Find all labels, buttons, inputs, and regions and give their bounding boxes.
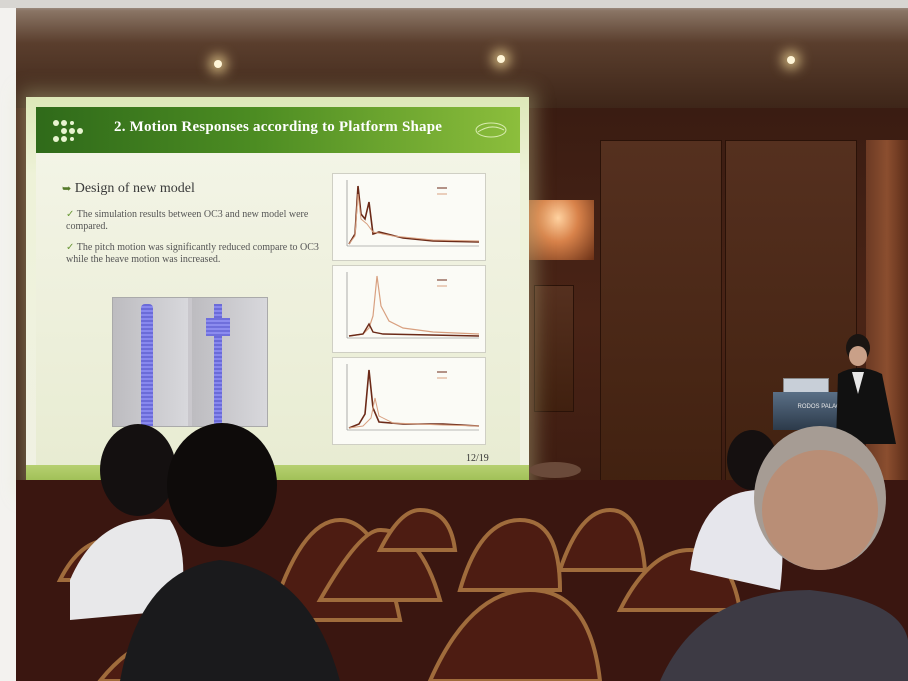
slide-title: 2. Motion Responses according to Platfor… bbox=[114, 119, 443, 135]
arrow-bullet-icon: ➥ bbox=[62, 183, 72, 195]
plot-graphic bbox=[346, 180, 480, 247]
ceiling-light bbox=[497, 55, 505, 63]
new-model-spar bbox=[214, 304, 222, 426]
slide-bullet-text: The pitch motion was significantly reduc… bbox=[66, 242, 319, 265]
platform-model-figure bbox=[112, 297, 268, 427]
checkmark-icon: ✓ bbox=[66, 242, 75, 253]
arrow-dots-icon bbox=[53, 120, 83, 142]
top-strip bbox=[0, 0, 908, 8]
presenter-figure bbox=[836, 334, 896, 444]
slide-page-number: 12/19 bbox=[466, 453, 489, 464]
plot-graphic bbox=[346, 272, 480, 339]
slide-bullet-text: The simulation results between OC3 and n… bbox=[66, 209, 309, 232]
response-plot-surge bbox=[332, 173, 486, 261]
ceiling bbox=[0, 0, 908, 108]
slide-heading-text: Design of new model bbox=[74, 181, 195, 196]
audience-and-chairs bbox=[16, 423, 908, 681]
slide-bullet: ✓ The pitch motion was significantly red… bbox=[66, 242, 336, 266]
left-border bbox=[0, 8, 16, 681]
mirror-reflection bbox=[522, 200, 594, 260]
checkmark-icon: ✓ bbox=[66, 209, 75, 220]
plot-graphic bbox=[346, 364, 480, 431]
podium-label: RODOS PALACE bbox=[797, 404, 845, 410]
new-model-heave-plate bbox=[206, 318, 230, 336]
oc3-spar-cylinder bbox=[141, 304, 153, 426]
response-plot-pitch bbox=[332, 357, 486, 445]
projection-screen: 2. Motion Responses according to Platfor… bbox=[26, 97, 529, 489]
response-plot-heave bbox=[332, 265, 486, 353]
slide-bullet: ✓ The simulation results between OC3 and… bbox=[66, 209, 336, 233]
banner bbox=[534, 285, 574, 412]
audience-heads bbox=[70, 423, 908, 681]
wall-panel bbox=[600, 140, 722, 512]
ceiling-light bbox=[787, 56, 795, 64]
slide-header: 2. Motion Responses according to Platfor… bbox=[36, 107, 520, 153]
ceiling-light bbox=[214, 60, 222, 68]
slide-heading: ➥ Design of new model bbox=[62, 181, 195, 197]
institution-logo-icon bbox=[475, 122, 507, 138]
